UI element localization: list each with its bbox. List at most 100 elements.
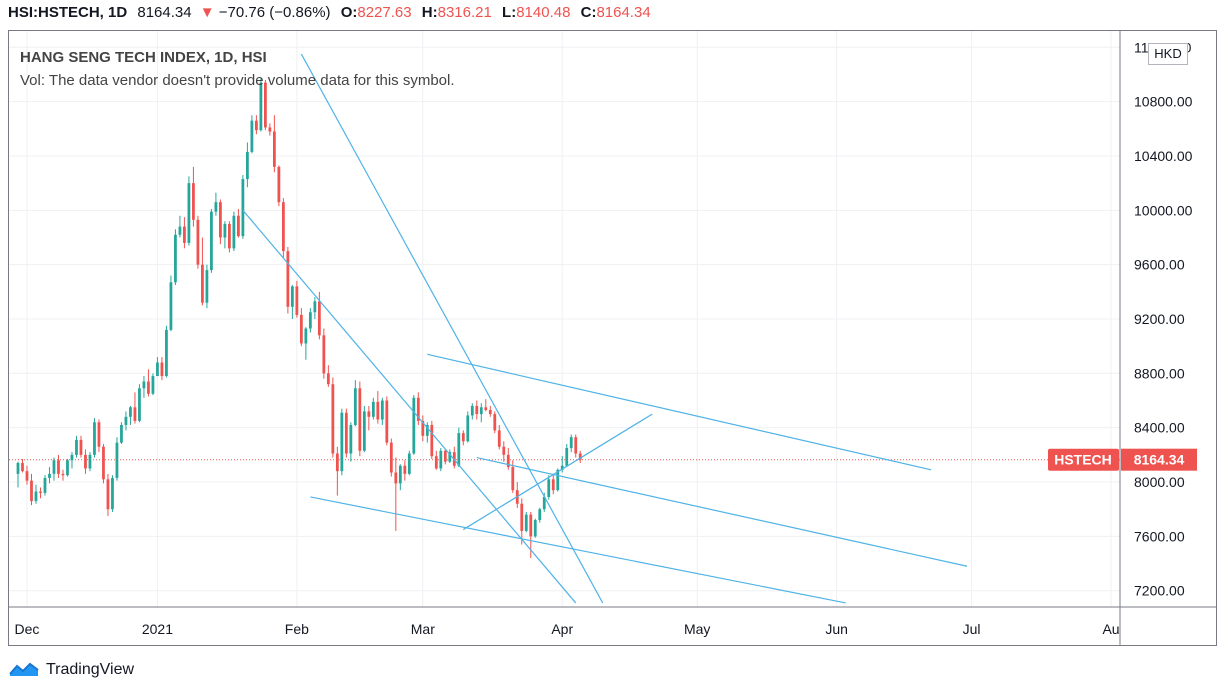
candle[interactable] [259,82,263,131]
candle[interactable] [70,454,74,461]
candle[interactable] [16,463,20,474]
candle[interactable] [353,388,357,425]
candle[interactable] [479,407,483,415]
candle[interactable] [542,496,546,510]
candle[interactable] [21,463,24,472]
candle[interactable] [228,223,231,249]
candle[interactable] [79,439,83,455]
candle[interactable] [106,479,110,510]
trendline[interactable] [462,413,653,531]
candle[interactable] [263,82,267,128]
candle[interactable] [304,328,308,344]
candle[interactable] [533,520,537,537]
candle[interactable] [245,151,249,180]
candle[interactable] [192,183,195,220]
candle[interactable] [299,314,303,344]
candle[interactable] [574,437,578,454]
candle[interactable] [174,234,177,283]
candle[interactable] [313,301,317,313]
candle[interactable] [439,450,443,469]
candle[interactable] [560,465,564,470]
candle[interactable] [506,454,510,468]
candle[interactable] [448,452,452,462]
candle[interactable] [57,460,60,474]
candle[interactable] [133,407,137,421]
candle[interactable] [565,448,569,466]
candle[interactable] [367,411,371,417]
candle[interactable] [250,120,254,152]
candle[interactable] [97,422,101,447]
candle[interactable] [210,211,213,271]
candle[interactable] [272,131,276,167]
candle[interactable] [268,127,272,132]
candle[interactable] [488,410,492,415]
candle[interactable] [380,400,384,420]
candle[interactable] [84,454,87,469]
trendline[interactable] [476,456,968,567]
candle[interactable] [183,226,186,243]
candle[interactable] [430,424,434,457]
candle[interactable] [511,467,515,491]
candle[interactable] [389,442,393,473]
candle[interactable] [344,412,348,454]
candle[interactable] [66,460,69,476]
candle[interactable] [394,472,398,484]
candle[interactable] [241,179,245,237]
candle[interactable] [232,215,236,249]
candle[interactable] [371,401,375,417]
candle[interactable] [201,264,204,303]
candle[interactable] [219,202,222,238]
candle[interactable] [358,388,362,451]
candle[interactable] [102,446,105,480]
candle[interactable] [538,509,542,521]
tradingview-logo[interactable]: TradingView [8,658,134,682]
candle[interactable] [493,414,497,431]
candle[interactable] [524,514,528,531]
candle[interactable] [335,453,339,472]
candle[interactable] [407,453,411,474]
candle[interactable] [331,384,335,454]
candle[interactable] [142,381,146,389]
candle[interactable] [457,433,461,466]
candle[interactable] [412,397,416,454]
candle[interactable] [129,407,132,417]
candle[interactable] [214,202,218,212]
trendline[interactable] [300,53,604,604]
candle[interactable] [178,226,182,235]
candle[interactable] [43,477,47,493]
candle[interactable] [484,407,488,411]
candle[interactable] [385,400,389,443]
candle[interactable] [295,286,299,315]
candle[interactable] [111,477,114,510]
candle[interactable] [151,376,155,394]
candle[interactable] [403,465,407,474]
candle[interactable] [398,465,402,484]
candle[interactable] [254,120,258,131]
candle[interactable] [160,362,164,377]
candle[interactable] [578,453,582,460]
candle[interactable] [308,312,312,329]
candle[interactable] [470,405,474,416]
candle[interactable] [421,420,425,436]
candle[interactable] [169,282,173,330]
candle[interactable] [39,491,42,493]
candle[interactable] [205,270,209,303]
candle[interactable] [520,503,524,531]
candle[interactable] [569,437,573,449]
candle[interactable] [551,479,555,491]
candle[interactable] [286,251,290,307]
candle[interactable] [30,480,33,502]
trendline[interactable] [310,496,846,604]
candle[interactable] [120,424,123,443]
candle[interactable] [362,411,366,451]
candle[interactable] [434,456,438,469]
candle[interactable] [556,469,560,491]
candle[interactable] [425,424,429,436]
candle[interactable] [497,430,501,447]
trendline[interactable] [427,353,932,471]
candle[interactable] [443,450,447,462]
symbol-label[interactable]: HSI:HSTECH, 1D [8,4,128,21]
candle[interactable] [376,401,380,420]
candle[interactable] [34,491,38,502]
candle[interactable] [547,479,551,497]
